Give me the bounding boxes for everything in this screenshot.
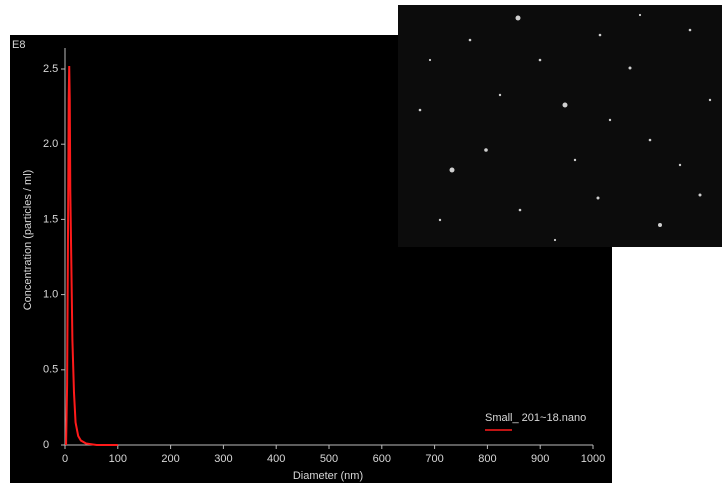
y-tick-label: 0.5 xyxy=(43,364,58,376)
particle-image xyxy=(398,5,722,247)
x-tick-label: 400 xyxy=(267,453,285,465)
x-axis-label: Diameter (nm) xyxy=(293,470,363,482)
legend-label: Small_ 201~18.nano xyxy=(485,412,586,424)
x-tick-label: 700 xyxy=(425,453,443,465)
y-tick-label: 0 xyxy=(43,439,49,451)
y-tick-label: 2.5 xyxy=(43,63,58,75)
y-unit: E8 xyxy=(12,39,25,51)
x-tick-label: 800 xyxy=(478,453,496,465)
x-tick-label: 100 xyxy=(109,453,127,465)
x-tick-label: 900 xyxy=(531,453,549,465)
y-tick-label: 2.0 xyxy=(43,138,58,150)
x-tick-label: 1000 xyxy=(581,453,605,465)
y-tick-label: 1.5 xyxy=(43,213,58,225)
y-axis-label: Concentration (particles / ml) xyxy=(22,170,34,311)
data-line xyxy=(65,65,118,446)
x-tick-label: 300 xyxy=(214,453,232,465)
x-tick-label: 600 xyxy=(373,453,391,465)
x-tick-label: 500 xyxy=(320,453,338,465)
x-tick-label: 0 xyxy=(62,453,68,465)
x-tick-label: 200 xyxy=(161,453,179,465)
y-tick-label: 1.0 xyxy=(43,289,58,301)
